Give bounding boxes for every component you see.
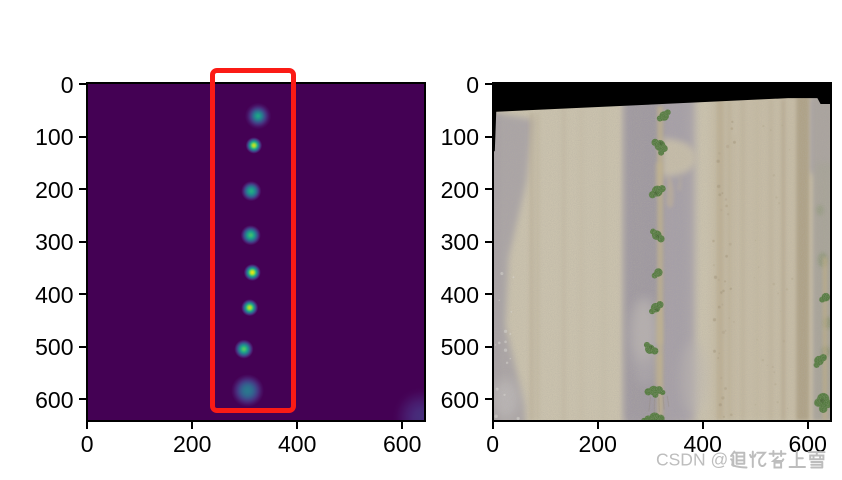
svg-text:CSDN @: CSDN @ [656,450,728,470]
